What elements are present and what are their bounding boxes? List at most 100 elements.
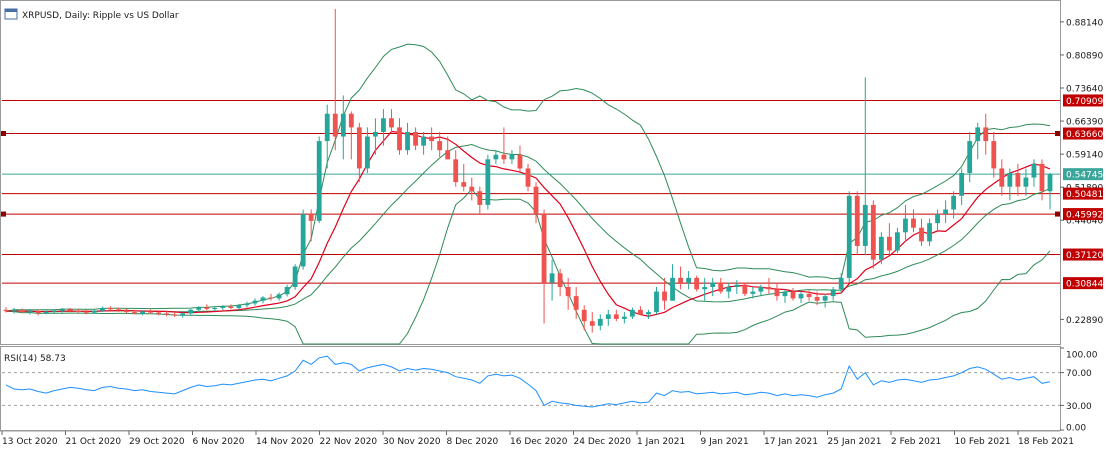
candle-body <box>638 309 643 315</box>
candle-body <box>903 218 908 233</box>
candle-body <box>292 266 298 287</box>
date-tick-label: 13 Oct 2020 <box>2 437 58 447</box>
candle-body <box>220 306 226 308</box>
candle-body <box>605 314 611 319</box>
candle-body <box>983 127 989 142</box>
price-tick-label: 0.73640 <box>1066 85 1103 95</box>
date-tick-label: 30 Nov 2020 <box>383 437 441 447</box>
candle-body <box>895 232 900 251</box>
rsi-tick-label: 100.00 <box>1066 351 1098 361</box>
current-price-label: 0.54745 <box>1066 171 1103 181</box>
price-level-tags: 0.70909 0.63660 0.50481 0.45992 0.37120 0.308… <box>1063 94 1103 290</box>
candle-body <box>935 214 940 224</box>
candle-body <box>557 273 563 287</box>
candle-body <box>212 307 218 309</box>
date-tick-label: 14 Nov 2020 <box>256 437 314 447</box>
candle-body <box>919 227 924 242</box>
candle-body <box>268 297 274 299</box>
bollinger-upper <box>5 43 1051 312</box>
date-tick-label: 21 Oct 2020 <box>66 437 122 447</box>
candle-body <box>132 312 137 314</box>
candle-body <box>228 306 234 308</box>
bollinger-bands <box>5 43 1051 345</box>
candle-body <box>260 297 266 301</box>
candle-body <box>180 313 186 316</box>
candle-body <box>718 282 724 292</box>
candle-body <box>172 314 178 316</box>
candle-body <box>565 287 571 297</box>
candle-body <box>670 277 675 301</box>
date-tick-label: 29 Oct 2020 <box>129 437 185 447</box>
candle-body <box>597 318 603 326</box>
candle-body <box>356 127 362 169</box>
candle-body <box>437 141 443 151</box>
candle-body <box>11 310 17 312</box>
candle-body <box>373 131 378 137</box>
date-tick-label: 1 Jan 2021 <box>637 437 685 447</box>
candle-body <box>911 218 916 228</box>
candle-body <box>870 204 876 260</box>
date-tick-label: 8 Dec 2020 <box>447 437 499 447</box>
candle-body <box>308 214 314 221</box>
candle-body <box>975 127 981 142</box>
candle-body <box>413 131 418 146</box>
candle-body <box>541 214 547 283</box>
candle-body <box>348 113 354 128</box>
price-tick-label: 0.66390 <box>1066 118 1103 128</box>
candle-body <box>43 311 49 313</box>
candle-body <box>429 136 435 142</box>
date-tick-label: 2 Feb 2021 <box>891 437 941 447</box>
candle-body <box>83 311 89 313</box>
candle-body <box>533 186 539 215</box>
rsi-tick-label: 30.00 <box>1066 402 1092 412</box>
candle-body <box>710 282 716 287</box>
candle-body <box>702 287 708 290</box>
candle-body <box>276 294 282 299</box>
date-tick-label: 9 Jan 2021 <box>701 437 749 447</box>
candle-body <box>453 159 459 183</box>
price-tick-label: 0.88140 <box>1066 18 1103 28</box>
candle-body <box>3 309 9 312</box>
level-tag-label: 0.50481 <box>1066 190 1103 200</box>
candle-body <box>629 309 635 317</box>
candle-body <box>405 131 410 151</box>
moving-average <box>5 130 1051 317</box>
candle-body <box>156 312 161 314</box>
candle-body <box>927 223 932 242</box>
candle-body <box>364 136 370 169</box>
level-tag-label: 0.70909 <box>1066 97 1103 107</box>
candle-body <box>485 159 491 205</box>
candle-body <box>589 321 595 326</box>
candle-body <box>613 314 619 319</box>
candle-body <box>381 118 386 132</box>
candle-body <box>646 312 651 315</box>
candle-body <box>1023 177 1029 187</box>
price-panel-frame <box>0 0 1061 345</box>
level-anchor-marker <box>1055 131 1060 137</box>
candle-body <box>140 311 145 313</box>
candle-body <box>878 236 884 260</box>
candle-body <box>774 289 780 297</box>
candle-body <box>509 154 515 160</box>
candle-body <box>389 118 394 128</box>
date-tick-label: 18 Feb 2021 <box>1018 437 1074 447</box>
candle-body <box>493 154 499 160</box>
candle-body <box>316 141 322 221</box>
candle-body <box>107 307 113 310</box>
price-tick-label: 0.80890 <box>1066 51 1103 61</box>
candle-body <box>621 316 627 319</box>
level-anchor-marker <box>1 131 6 137</box>
candle-body <box>324 113 330 142</box>
date-tick-label: 22 Nov 2020 <box>320 437 378 447</box>
candle-body <box>686 277 692 283</box>
candle-body <box>27 311 33 313</box>
candle-body <box>99 307 105 311</box>
rsi-line <box>5 355 1051 408</box>
candle-body <box>19 310 25 313</box>
candlestick-series <box>3 8 1053 333</box>
date-tick-label: 17 Jan 2021 <box>764 437 818 447</box>
level-tag <box>1063 127 1103 140</box>
candle-body <box>116 309 121 311</box>
candle-body <box>951 195 957 210</box>
candle-body <box>445 150 451 160</box>
